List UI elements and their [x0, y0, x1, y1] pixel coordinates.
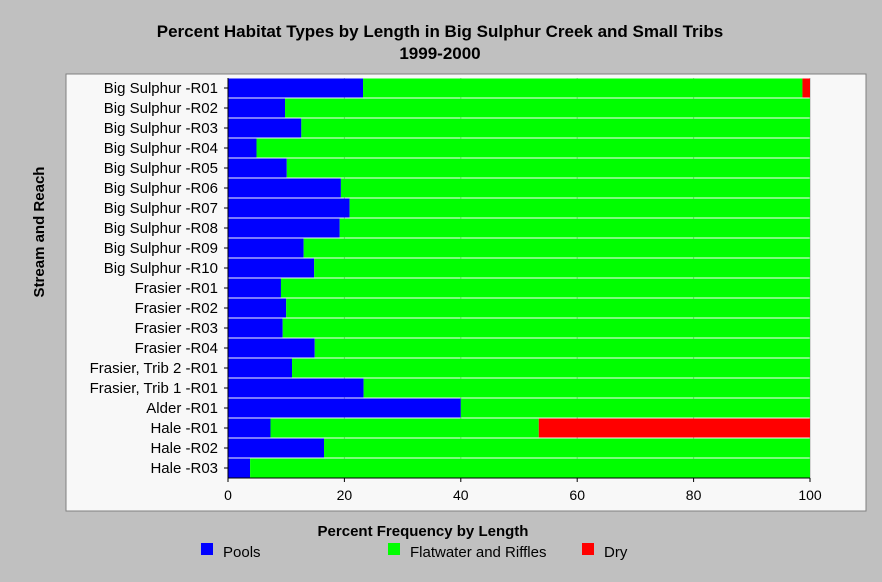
legend: Pools Flatwater and Riffles Dry — [201, 543, 628, 561]
category-label-8: Big Sulphur -R08 — [104, 220, 218, 237]
x-tick-label-4: 80 — [686, 487, 702, 503]
bar-flatwater-and-riffles-6 — [340, 178, 810, 198]
category-label-5: Big Sulphur -R05 — [104, 160, 218, 177]
category-label-14: Frasier -R04 — [135, 340, 218, 357]
bar-pools-20 — [228, 458, 251, 478]
bar-flatwater-and-riffles-14 — [314, 338, 810, 358]
category-label-9: Big Sulphur -R09 — [104, 240, 218, 257]
bar-flatwater-and-riffles-1 — [363, 78, 803, 98]
bar-flatwater-and-riffles-2 — [285, 98, 810, 118]
legend-swatch-dry — [582, 543, 594, 555]
category-label-4: Big Sulphur -R04 — [104, 140, 218, 157]
bar-flatwater-and-riffles-9 — [303, 238, 810, 258]
category-label-15: Frasier, Trib 2 -R01 — [90, 360, 218, 377]
bar-flatwater-and-riffles-19 — [324, 438, 810, 458]
bar-flatwater-and-riffles-18 — [270, 418, 539, 438]
bar-flatwater-and-riffles-8 — [339, 218, 810, 238]
category-label-1: Big Sulphur -R01 — [104, 80, 218, 97]
bar-flatwater-and-riffles-17 — [460, 398, 810, 418]
category-label-11: Frasier -R01 — [135, 280, 218, 297]
bar-pools-4 — [228, 138, 257, 158]
category-label-3: Big Sulphur -R03 — [104, 120, 218, 137]
bars — [228, 78, 811, 478]
bar-pools-6 — [228, 178, 341, 198]
bar-flatwater-and-riffles-5 — [286, 158, 811, 178]
bar-pools-18 — [228, 418, 271, 438]
bar-flatwater-and-riffles-3 — [301, 118, 810, 138]
bar-pools-19 — [228, 438, 325, 458]
category-label-19: Hale -R02 — [150, 440, 218, 457]
bar-pools-10 — [228, 258, 315, 278]
bar-flatwater-and-riffles-13 — [282, 318, 810, 338]
bar-flatwater-and-riffles-20 — [250, 458, 811, 478]
y-axis-title: Stream and Reach — [31, 167, 48, 298]
chart-title: Percent Habitat Types by Length in Big S… — [157, 22, 723, 41]
bar-dry-1 — [802, 78, 810, 98]
category-label-16: Frasier, Trib 1 -R01 — [90, 380, 218, 397]
legend-label-pools: Pools — [223, 544, 261, 561]
category-label-6: Big Sulphur -R06 — [104, 180, 218, 197]
category-label-12: Frasier -R02 — [135, 300, 218, 317]
bar-pools-5 — [228, 158, 287, 178]
x-tick-label-2: 40 — [453, 487, 469, 503]
category-labels: Big Sulphur -R01 Big Sulphur -R02 Big Sulp… — [90, 80, 228, 477]
legend-label-dry: Dry — [604, 544, 628, 561]
x-tick-labels: 0 20 40 60 80 100 — [224, 478, 822, 503]
category-label-17: Alder -R01 — [146, 400, 218, 417]
bar-pools-9 — [228, 238, 304, 258]
bar-flatwater-and-riffles-12 — [286, 298, 810, 318]
x-tick-label-1: 20 — [337, 487, 353, 503]
bar-pools-7 — [228, 198, 350, 218]
bar-flatwater-and-riffles-10 — [314, 258, 810, 278]
category-label-2: Big Sulphur -R02 — [104, 100, 218, 117]
bar-pools-1 — [228, 78, 364, 98]
x-axis-title: Percent Frequency by Length — [318, 523, 529, 540]
bar-pools-14 — [228, 338, 315, 358]
bar-pools-13 — [228, 318, 283, 338]
category-label-13: Frasier -R03 — [135, 320, 218, 337]
bar-pools-8 — [228, 218, 340, 238]
bar-flatwater-and-riffles-15 — [292, 358, 810, 378]
category-label-18: Hale -R01 — [150, 420, 218, 437]
bar-pools-17 — [228, 398, 461, 418]
bar-pools-3 — [228, 118, 302, 138]
bar-pools-15 — [228, 358, 293, 378]
category-label-7: Big Sulphur -R07 — [104, 200, 218, 217]
bar-flatwater-and-riffles-4 — [256, 138, 810, 158]
category-label-20: Hale -R03 — [150, 460, 218, 477]
bar-flatwater-and-riffles-16 — [363, 378, 810, 398]
category-label-10: Big Sulphur -R10 — [104, 260, 218, 277]
x-tick-label-0: 0 — [224, 487, 232, 503]
bar-pools-12 — [228, 298, 287, 318]
chart-subtitle: 1999-2000 — [399, 44, 480, 63]
bar-pools-11 — [228, 278, 281, 298]
bar-dry-18 — [538, 418, 810, 438]
legend-swatch-pools — [201, 543, 213, 555]
legend-label-flatwater-and-riffles: Flatwater and Riffles — [410, 544, 546, 561]
bar-pools-16 — [228, 378, 364, 398]
x-tick-label-3: 60 — [569, 487, 585, 503]
legend-swatch-flatwater-and-riffles — [388, 543, 400, 555]
bar-flatwater-and-riffles-7 — [349, 198, 810, 218]
x-tick-label-5: 100 — [798, 487, 822, 503]
bar-flatwater-and-riffles-11 — [280, 278, 810, 298]
bar-pools-2 — [228, 98, 286, 118]
